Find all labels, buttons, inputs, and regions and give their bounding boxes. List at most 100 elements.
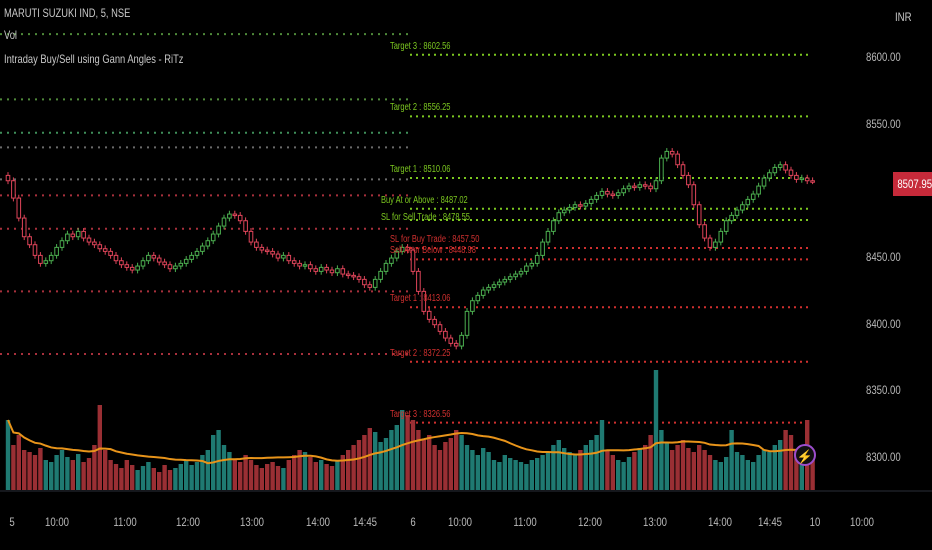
candle <box>156 254 162 266</box>
candle <box>281 252 286 262</box>
volume-bar <box>421 440 426 490</box>
volume-bar <box>707 455 713 490</box>
volume-bar <box>351 445 356 490</box>
candle <box>480 286 486 299</box>
price-tick: 8600.00 <box>866 50 901 65</box>
candle <box>291 257 297 267</box>
volume-bar <box>11 445 16 490</box>
level-label: SL for Sell Trade : 8478.55 <box>381 211 470 223</box>
volume-bar <box>227 452 232 490</box>
volume-bar <box>686 448 691 490</box>
candle <box>356 273 362 283</box>
candle <box>637 181 643 191</box>
volume-bar <box>167 470 173 490</box>
volume-bar <box>146 462 151 490</box>
volume-bar <box>335 460 340 490</box>
lightning-icon[interactable]: ⚡ <box>794 444 816 466</box>
candle <box>772 164 778 177</box>
candle <box>65 230 70 245</box>
volume-bar <box>524 464 529 490</box>
candle <box>162 258 167 269</box>
candle <box>129 264 135 274</box>
time-label: 12:00 <box>577 515 603 529</box>
volume-bar <box>616 460 621 490</box>
candle <box>621 185 626 197</box>
volume-bar <box>281 468 286 490</box>
candle <box>416 268 421 295</box>
candle <box>675 150 680 169</box>
volume-bar <box>410 420 416 490</box>
candle <box>351 272 356 281</box>
volume-bar <box>788 435 794 490</box>
time-label: 11:00 <box>513 515 537 529</box>
candle <box>81 228 86 242</box>
level-label: Buy At or Above : 8487.02 <box>381 194 468 206</box>
volume-bar <box>778 440 783 490</box>
candle <box>399 244 405 255</box>
candle <box>605 188 610 198</box>
candle <box>421 288 427 315</box>
candle <box>707 234 713 251</box>
volume-bar <box>221 445 227 490</box>
currency-label[interactable]: INR <box>895 10 912 24</box>
candle <box>221 214 227 230</box>
candle <box>588 196 594 207</box>
volume-bar <box>691 452 696 490</box>
indicator-legend[interactable]: Intraday Buy/Sell using Gann Angles - Ri… <box>4 52 184 66</box>
volume-bar <box>200 455 205 490</box>
volume-bar <box>38 448 43 490</box>
volume-bar <box>562 448 567 490</box>
volume-bar <box>605 450 610 490</box>
volume-legend[interactable]: Vol <box>4 28 18 42</box>
prior-day-levels <box>0 33 410 356</box>
volume-bar <box>594 435 599 490</box>
volume-bar <box>443 442 448 490</box>
volume-bar <box>486 452 491 490</box>
volume-bar <box>810 455 815 490</box>
volume-bar <box>265 464 270 490</box>
candle <box>367 281 373 291</box>
volume-bar <box>178 464 183 490</box>
volume-bar <box>184 460 189 490</box>
candle <box>297 260 302 270</box>
level-label: Target 3 : 8602.56 <box>390 40 451 52</box>
candle <box>502 276 508 286</box>
candle <box>113 252 119 265</box>
level-label: Target 1 : 8413.06 <box>390 293 451 305</box>
candle <box>102 245 108 255</box>
volume-bar <box>302 452 308 490</box>
time-label: 6 <box>410 515 416 529</box>
candle <box>756 182 761 198</box>
candle <box>108 248 113 259</box>
candle <box>799 174 805 183</box>
candle <box>777 161 783 171</box>
candle <box>200 242 205 255</box>
volume-bar <box>308 457 313 490</box>
time-label: 13:00 <box>642 515 668 529</box>
candle <box>318 264 324 275</box>
candle <box>426 308 432 323</box>
level-label: Target 2 : 8372.25 <box>390 347 451 359</box>
candle <box>362 276 367 289</box>
candle <box>518 268 524 278</box>
volume-bar <box>437 450 443 490</box>
symbol-legend[interactable]: MARUTI SUZUKI IND, 5, NSE <box>4 6 131 20</box>
volume-bar <box>286 460 291 490</box>
candle <box>372 276 378 291</box>
volume-bar <box>81 462 86 490</box>
candle <box>189 252 194 263</box>
level-label: SL for Buy Trade : 8457.50 <box>390 234 480 246</box>
time-label: 11:00 <box>113 515 137 529</box>
candle <box>302 261 308 270</box>
time-label: 14:00 <box>707 515 733 529</box>
candle <box>810 177 815 185</box>
candle <box>788 166 794 179</box>
candle <box>578 201 583 210</box>
price-tick: 8350.00 <box>866 383 901 398</box>
candle <box>750 190 756 203</box>
candle <box>680 161 686 179</box>
volume-bar <box>243 455 248 490</box>
candle <box>475 292 481 305</box>
volume-bar <box>151 468 156 490</box>
